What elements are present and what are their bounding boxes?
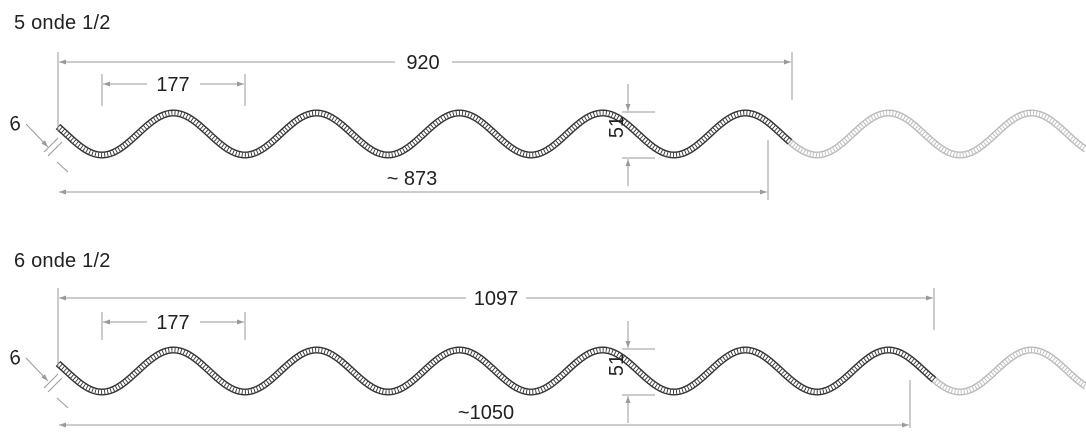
wave-height-label-1: 51: [606, 116, 628, 138]
dimension-overall-width-1: [57, 52, 793, 132]
corrugated-sheet-5-waves: [55, 109, 1086, 159]
dimension-useful-width-1: [59, 140, 769, 200]
profile-title-5-waves: 5 onde 1/2: [14, 12, 111, 34]
dimension-wave-pitch-1: [101, 74, 246, 106]
useful-width-label-1: ~ 873: [387, 168, 438, 190]
profile-title-6-waves: 6 onde 1/2: [14, 250, 111, 272]
dimension-wave-height-2: [622, 321, 655, 423]
corrugated-sheet-6-waves: [55, 346, 1086, 396]
overall-width-label-2: 1097: [474, 288, 519, 310]
overall-width-label-1: 920: [406, 52, 439, 74]
dimension-useful-width-2: [59, 380, 911, 428]
dimension-wave-pitch-2: [101, 312, 246, 340]
dimension-wave-height-1: [622, 84, 655, 186]
wave-pitch-label-1: 177: [156, 74, 189, 96]
wave-height-label-2: 51: [606, 354, 628, 376]
wave-pitch-label-2: 177: [156, 312, 189, 334]
thickness-label-1: 6: [6, 112, 25, 137]
dimension-overall-width-2: [57, 288, 935, 366]
dimension-thickness-1: [25, 123, 69, 173]
useful-width-label-2: ~1050: [458, 402, 514, 424]
thickness-label-2: 6: [6, 346, 25, 371]
dimension-thickness-2: [25, 357, 69, 409]
